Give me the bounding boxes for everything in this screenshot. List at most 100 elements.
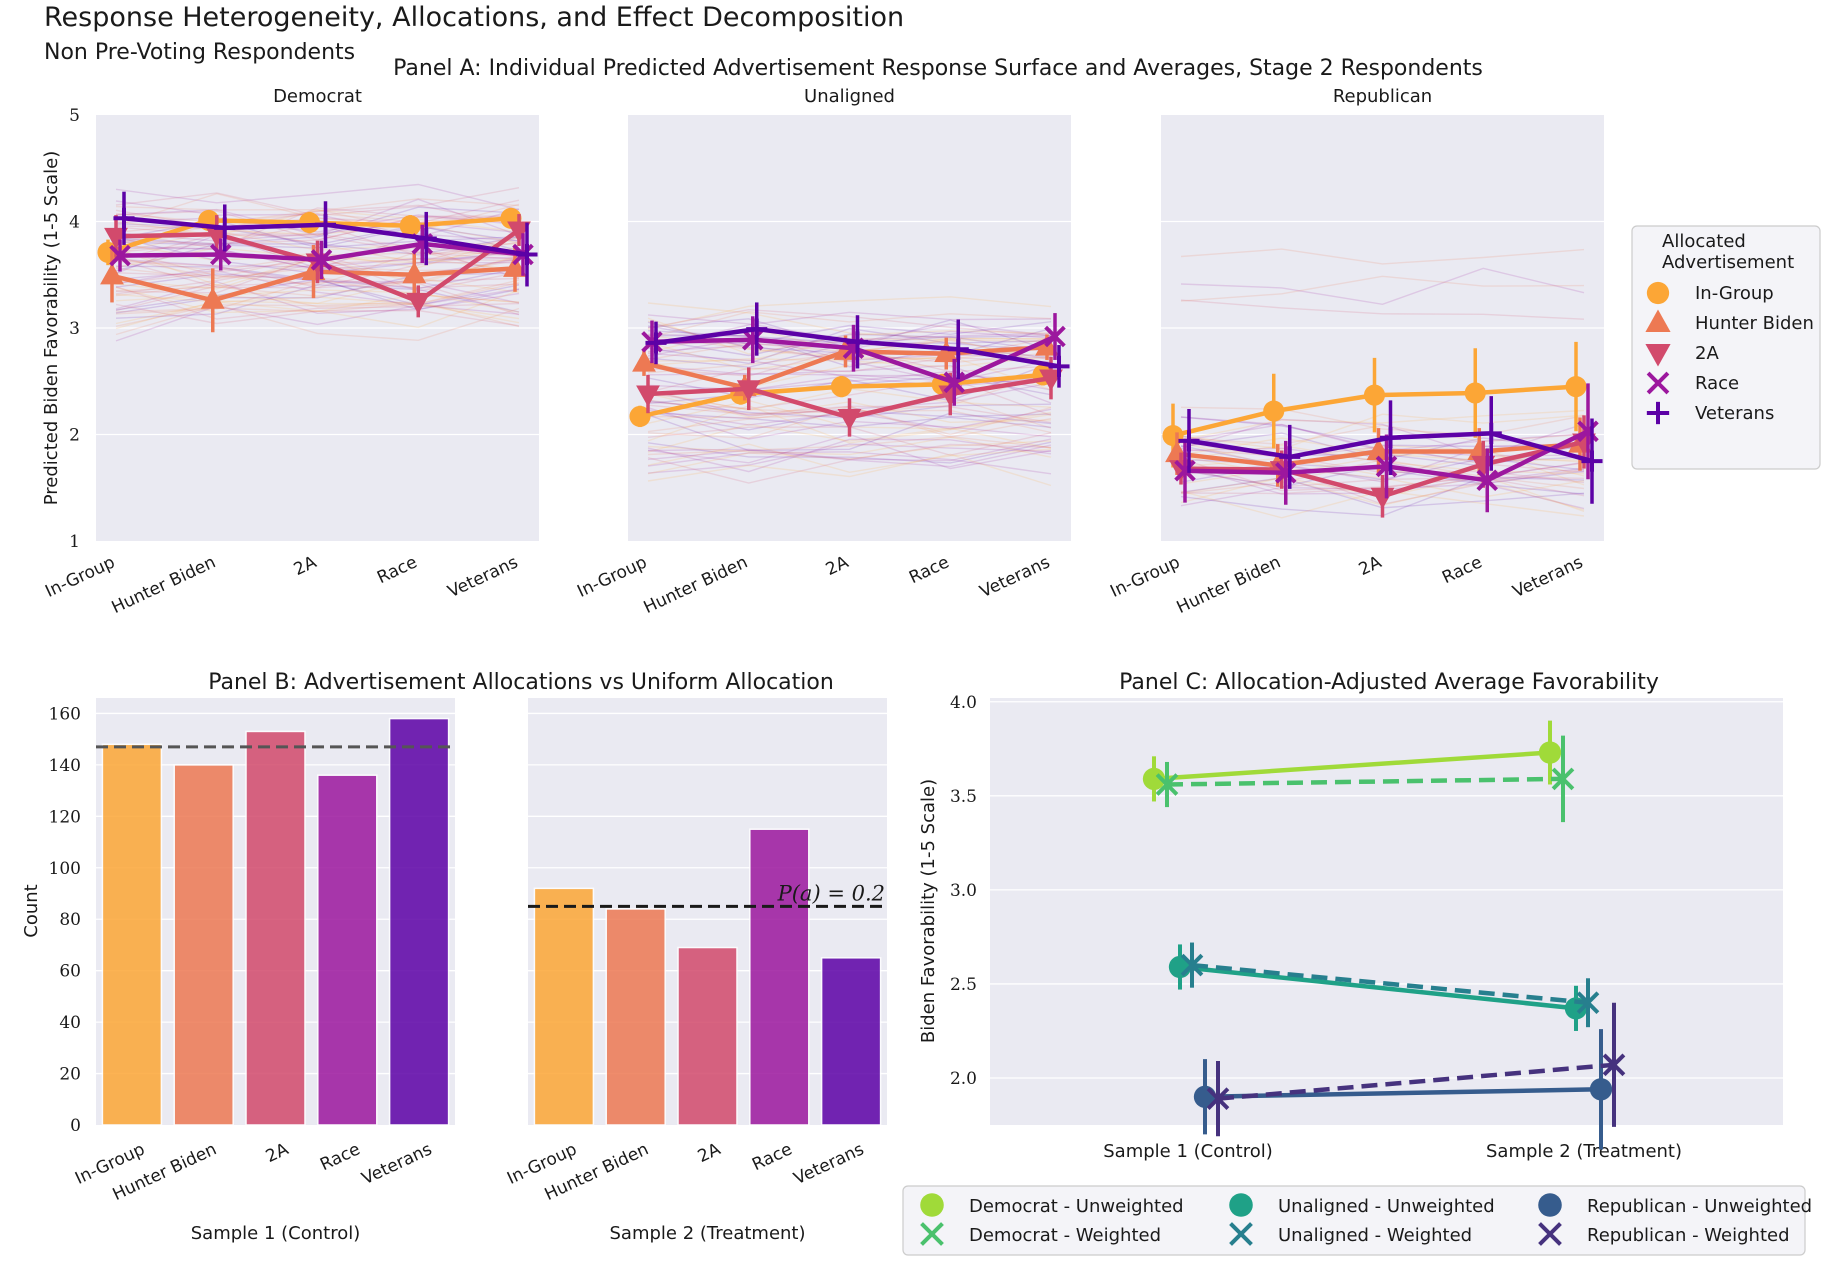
legend-label: 2A [1695,343,1719,364]
series-line [1153,750,1551,782]
legend-label: In-Group [1695,283,1774,304]
individual-line [647,453,1052,487]
individual-line [115,226,520,261]
individual-line [647,308,1052,337]
individual-line [115,214,520,233]
individual-line [647,444,1052,468]
data-point [1169,460,1193,482]
panel-b-ytick: 160 [49,704,81,724]
data-point [1589,1078,1613,1101]
individual-line [115,286,520,329]
data-point [1274,462,1297,484]
individual-line [115,215,520,245]
panel-a-xtick: In-Group [1107,552,1183,602]
legend-label: Republican - Unweighted [1587,1196,1812,1217]
series-race [641,313,1066,406]
individual-line [1180,248,1585,265]
data-point [645,332,667,354]
data-point [113,207,135,229]
series-veterans [645,302,1070,388]
individual-line [1180,418,1585,457]
panel-b-xlabel: Sample 2 (Treatment) [609,1223,805,1244]
panel-a-xtick: Veterans [445,552,521,602]
individual-line [1180,267,1585,306]
series-2a [636,356,1063,437]
panel-b: Panel B: Advertisement Allocations vs Un… [21,670,887,1244]
legend-title: Allocated [1662,231,1746,252]
data-point [298,212,321,234]
panel-c-plot-area [990,698,1783,1125]
data-point [1162,425,1184,447]
data-point [636,385,660,407]
uniform-annotation: P(a) = 0.2 [777,881,885,905]
data-point [209,243,232,266]
legend-label: Unaligned - Unweighted [1278,1196,1495,1217]
bar-race [317,774,378,1126]
data-point [1206,1087,1230,1110]
data-point [1363,384,1386,406]
legend-marker [1645,309,1671,332]
individual-line [115,293,520,313]
individual-line [115,200,520,238]
individual-line [647,327,1052,365]
data-point [1174,459,1196,482]
panel-a-xtick: Veterans [977,552,1053,602]
individual-line [115,224,520,254]
panel-c-title: Panel C: Allocation-Adjusted Average Fav… [1119,670,1659,695]
panel-c-ytick: 2.5 [950,975,977,995]
data-point [1551,767,1575,791]
legend-label: Democrat - Unweighted [969,1196,1184,1217]
bar-in-group [101,743,163,1126]
individual-line [115,270,520,306]
individual-line [115,210,520,241]
panel-a-xtick: In-Group [574,552,650,602]
series-race [1174,383,1599,513]
data-point [104,227,128,250]
individual-line [115,206,520,245]
individual-line [115,279,520,313]
individual-line [1180,409,1585,441]
data-point [507,221,531,243]
panel-a-ytick: 1 [69,532,80,552]
individual-line [647,443,1052,474]
panel-b-xtick: 2A [263,1139,292,1167]
data-point [1576,991,1600,1015]
legend-label: Republican - Weighted [1587,1225,1790,1246]
data-point [1048,355,1070,377]
legend-marker [1229,1222,1253,1246]
data-point [100,263,124,285]
bar-hunter-biden [173,764,234,1126]
individual-line [115,296,520,325]
panel-b-ylabel: Count [21,884,42,937]
data-point [947,338,969,360]
data-point [1375,455,1398,478]
legend-marker [920,1222,944,1246]
individual-line [647,355,1052,368]
individual-line [647,438,1052,462]
series-in-group [1162,341,1587,468]
panel-b-ytick: 40 [59,1013,81,1033]
legend-marker [1538,1222,1562,1246]
panel-c-ytick: 3.0 [950,881,977,901]
series-democrat-weighted [1155,735,1575,823]
data-point [1263,400,1285,422]
panel-c-ytick: 2.0 [950,1069,977,1089]
legend-box [902,1185,1806,1256]
bar-veterans [820,957,882,1126]
panel-a-ylabel: Predicted Biden Favorability (1-5 Scale) [41,151,62,505]
panel-b-ytick: 80 [59,910,81,930]
data-point [741,328,764,351]
panel-c-xtick: Sample 1 (Control) [1103,1141,1273,1162]
data-point [746,318,768,340]
legend-label: Democrat - Weighted [969,1225,1161,1246]
data-point [1467,438,1492,461]
bar-2a [677,946,738,1126]
individual-line [115,233,520,262]
individual-line [115,282,520,308]
panel-b-title: Panel B: Advertisement Allocations vs Un… [208,670,834,695]
panel-b-xtick: Race [749,1139,795,1175]
